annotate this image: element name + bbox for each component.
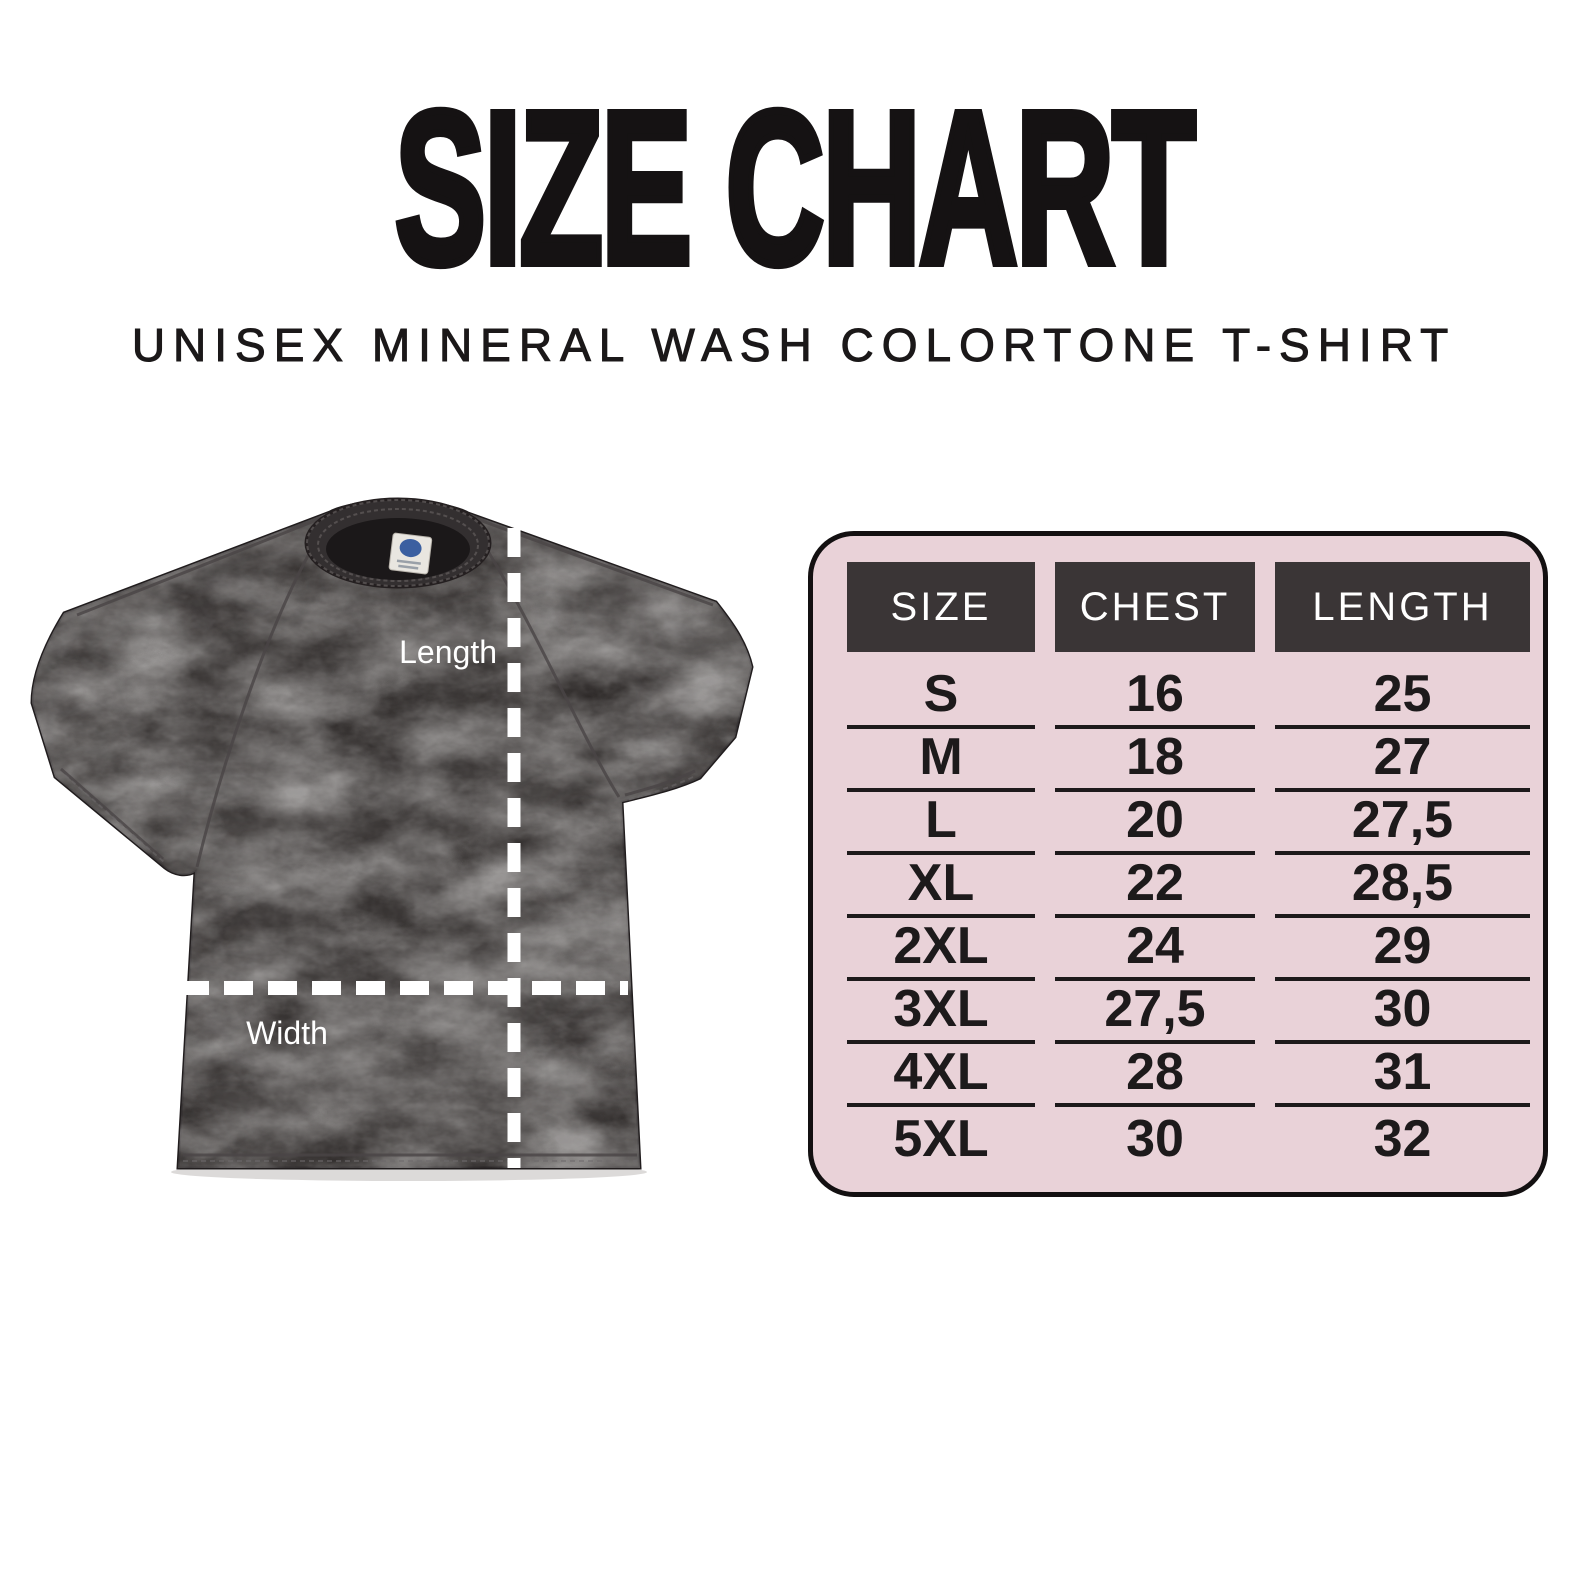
length-cell: 31 (1275, 1044, 1530, 1107)
length-cell: 27 (1275, 729, 1530, 792)
size-table: SIZE CHEST LENGTH S 16 25 M 18 27 L 20 27,5 XL 22 2… (847, 562, 1530, 1170)
length-cell: 27,5 (1275, 792, 1530, 855)
length-cell: 29 (1275, 918, 1530, 981)
size-cell: 5XL (893, 1110, 989, 1168)
page-subtitle: UNISEX MINERAL WASH COLORTONE T-SHIRT (131, 319, 1457, 371)
size-cell: 4XL (847, 1044, 1035, 1107)
chest-cell: 28 (1055, 1044, 1255, 1107)
size-cell: S (847, 666, 1035, 729)
neck-label-tag (388, 532, 433, 575)
size-table-panel: SIZE CHEST LENGTH S 16 25 M 18 27 L 20 27,5 XL 22 2… (808, 531, 1548, 1197)
table-row: XL 22 28,5 (847, 855, 1530, 918)
tshirt-graphic (30, 497, 754, 1170)
size-cell: 3XL (847, 981, 1035, 1044)
column-header-length: LENGTH (1275, 562, 1530, 652)
table-row: L 20 27,5 (847, 792, 1530, 855)
size-table-header-row: SIZE CHEST LENGTH (847, 562, 1530, 652)
size-cell: M (847, 729, 1035, 792)
table-row: 5XL 30 32 (847, 1107, 1530, 1170)
chest-cell: 30 (1126, 1110, 1184, 1168)
tshirt-measurement-diagram: Length Width (30, 497, 754, 1181)
chest-cell: 20 (1055, 792, 1255, 855)
width-label: Width (246, 1015, 328, 1051)
length-cell: 30 (1275, 981, 1530, 1044)
chest-cell: 27,5 (1055, 981, 1255, 1044)
length-cell: 32 (1373, 1110, 1432, 1168)
length-cell: 28,5 (1275, 855, 1530, 918)
size-cell: L (847, 792, 1035, 855)
table-row: S 16 25 (847, 666, 1530, 729)
chest-cell: 22 (1055, 855, 1255, 918)
size-cell: XL (847, 855, 1035, 918)
shirt-seams (60, 514, 714, 1157)
table-row: 2XL 24 29 (847, 918, 1530, 981)
table-row: 4XL 28 31 (847, 1044, 1530, 1107)
page-subtitle-wrap: UNISEX MINERAL WASH COLORTONE T-SHIRT (0, 319, 1588, 371)
column-header-chest: CHEST (1055, 562, 1255, 652)
length-cell: 25 (1275, 666, 1530, 729)
chest-cell: 24 (1055, 918, 1255, 981)
column-header-size: SIZE (847, 562, 1035, 652)
shirt-stitching (64, 774, 694, 1162)
tag-logo-icon (399, 539, 422, 558)
length-label: Length (399, 634, 497, 670)
table-row: M 18 27 (847, 729, 1530, 792)
size-table-body: S 16 25 M 18 27 L 20 27,5 XL 22 28,5 2XL 24 29 3XL 27,5 3… (847, 666, 1530, 1170)
page-title-wrap: SIZE CHART (0, 67, 1588, 310)
chest-cell: 16 (1055, 666, 1255, 729)
page-title: SIZE CHART (392, 67, 1198, 310)
table-row: 3XL 27,5 30 (847, 981, 1530, 1044)
chest-cell: 18 (1055, 729, 1255, 792)
size-cell: 2XL (847, 918, 1035, 981)
